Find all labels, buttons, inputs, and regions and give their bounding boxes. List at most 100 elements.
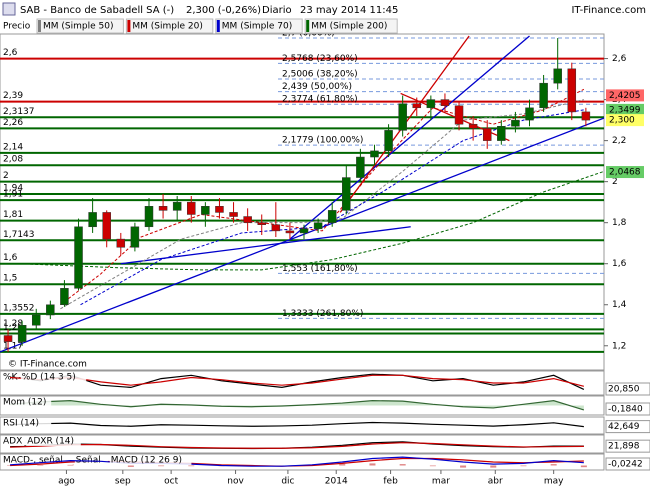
- candle-body: [215, 206, 224, 213]
- x-tick-label: 2014: [325, 477, 348, 487]
- candle-body: [398, 103, 407, 131]
- trendline: [0, 117, 604, 353]
- level-label: 2,39: [3, 91, 23, 101]
- panel-legend: MACD (12 26 9): [111, 456, 182, 466]
- candle-body: [257, 222, 266, 225]
- histogram-bar: [369, 463, 376, 466]
- histogram-bar: [339, 464, 346, 466]
- legend-swatch: [127, 20, 131, 32]
- indicator-line: [10, 442, 584, 449]
- x-tick-label: abr: [488, 477, 503, 487]
- candle-body: [384, 130, 393, 152]
- level-label: 2,6: [3, 48, 18, 58]
- indicator-line: [10, 421, 584, 428]
- y-tick-label: 1,8: [612, 218, 627, 228]
- panel-frame: [0, 370, 605, 396]
- legend-swatch: [216, 20, 220, 32]
- panel-legend: MACD-, señal: [3, 456, 63, 466]
- indicator-line: [10, 400, 585, 411]
- price-tag-label: 2,4205: [609, 91, 641, 101]
- histogram-bar: [550, 464, 557, 466]
- candle-body: [144, 206, 154, 228]
- readout-label: 21,898: [608, 442, 640, 452]
- price-tag-label: 2,0468: [609, 168, 641, 178]
- readout-label: 42,649: [608, 422, 640, 432]
- datetime: 23 may 2014 11:45: [300, 5, 398, 16]
- panel-frame: [0, 453, 605, 471]
- watermark: © IT-Finance.com: [8, 360, 87, 370]
- candle-body: [567, 68, 577, 113]
- price-label: 2,300 (-0,26%): [186, 5, 261, 16]
- legend-box: [215, 18, 303, 34]
- histogram-bar: [580, 465, 587, 468]
- level-label: 1,5: [3, 274, 17, 284]
- candle-body: [271, 224, 281, 232]
- indicator-line: [10, 456, 584, 467]
- x-tick-label: oct: [164, 477, 178, 487]
- panel-legend-box: [2, 455, 73, 465]
- panel-legend: ADX: [3, 437, 22, 447]
- x-tick-label: sep: [115, 477, 131, 487]
- price-tag: [606, 166, 644, 179]
- moving-average: [60, 99, 584, 310]
- readout-box: [605, 382, 650, 396]
- histogram-bar: [460, 465, 467, 468]
- histogram-bar: [490, 465, 497, 468]
- panel-legend: Mom (12): [3, 398, 46, 408]
- readout-label: -0,1840: [608, 405, 643, 415]
- level-label: 2,26: [3, 118, 23, 128]
- legend-label: MM (Simple 20): [132, 22, 202, 32]
- level-label: 1,7143: [3, 230, 35, 240]
- moving-average: [60, 88, 585, 306]
- readout-label: -0,0242: [608, 460, 643, 470]
- histogram-bar: [158, 465, 165, 467]
- candle-body: [158, 206, 168, 211]
- level-label: 1,26: [3, 323, 23, 333]
- legend-box: [304, 18, 398, 34]
- level-label: 1,3552: [3, 303, 35, 313]
- candle-body: [172, 201, 182, 211]
- panel-frame: [0, 416, 605, 435]
- y-tick-label: 2,2: [612, 136, 626, 146]
- legend-swatch: [38, 20, 41, 32]
- candle-body: [440, 99, 450, 106]
- legend-box: [36, 18, 124, 34]
- level-label: 2,14: [3, 142, 23, 152]
- legend-label: MM (Simple 200): [311, 22, 387, 32]
- price-tag-label: 2,300: [609, 116, 635, 126]
- y-tick-label: 1,4: [612, 300, 627, 310]
- histogram-bar: [429, 465, 436, 467]
- readout-box: [605, 420, 650, 434]
- candle-body: [116, 238, 126, 248]
- histogram-bar: [399, 464, 406, 466]
- panel-legend-box: [20, 372, 87, 382]
- histogram-bar: [188, 465, 195, 467]
- candle-body: [17, 325, 27, 342]
- candle-body: [497, 126, 506, 141]
- price-tag: [606, 114, 644, 127]
- candle-body: [426, 99, 436, 109]
- y-tick-label: 2,6: [612, 54, 627, 64]
- candle-body: [88, 212, 97, 228]
- indicator-area: [10, 400, 584, 410]
- panel-legend-box: [2, 418, 52, 428]
- y-tick-label: 1,6: [612, 259, 627, 269]
- fib-label: 1,553 (161,80%): [282, 264, 358, 274]
- fib-label: 2,1779 (100,00%): [282, 136, 363, 146]
- x-tick-label: ago: [58, 477, 75, 487]
- candle-body: [581, 111, 591, 121]
- x-tick-label: feb: [383, 477, 398, 487]
- readout-box: [605, 439, 650, 453]
- y-tick-label: 1,2: [612, 341, 626, 351]
- x-tick-label: nov: [227, 477, 244, 487]
- legend-label: MM (Simple 70): [222, 22, 292, 32]
- candle-body: [511, 119, 520, 127]
- moving-average: [20, 170, 604, 271]
- panel-legend: RSI (14): [3, 419, 39, 429]
- candle-body: [539, 82, 548, 109]
- level-label: 1,6: [3, 253, 18, 263]
- panel-frame: [0, 395, 605, 416]
- candle-body: [482, 128, 492, 141]
- candle-body: [31, 314, 41, 326]
- candle-body: [130, 226, 140, 248]
